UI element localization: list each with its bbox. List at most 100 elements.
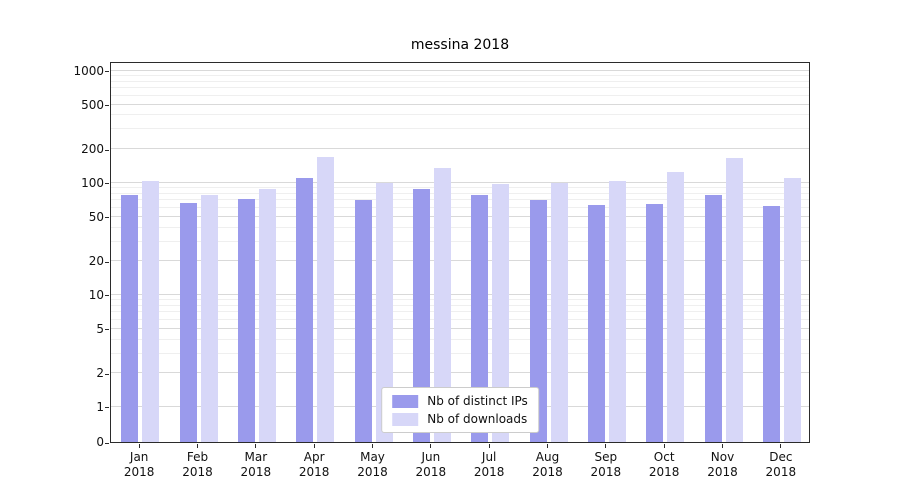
y-tick-mark-1000 bbox=[105, 71, 109, 73]
legend-item-distinct-ips: Nb of distinct IPs bbox=[392, 394, 528, 408]
bar-jun-2018-nb-of-distinct-ips bbox=[412, 189, 430, 442]
y-tick-mark-2 bbox=[105, 373, 109, 375]
x-tick-label-dec-2018: Dec 2018 bbox=[765, 450, 797, 479]
y-tick-label-5: 5 bbox=[96, 321, 104, 336]
bar-dec-2018-nb-of-downloads bbox=[783, 178, 801, 442]
bar-apr-2018-nb-of-downloads bbox=[317, 156, 335, 442]
x-tick-label-may-2018: May 2018 bbox=[357, 450, 388, 479]
x-tick-label-jan-2018: Jan 2018 bbox=[123, 450, 155, 479]
legend-item-downloads: Nb of downloads bbox=[392, 412, 528, 426]
x-tick-mark-may-2018 bbox=[372, 444, 373, 448]
gridline-50 bbox=[111, 215, 809, 217]
y-tick-label-500: 500 bbox=[81, 97, 104, 112]
bar-jun-2018-nb-of-downloads bbox=[433, 168, 451, 442]
bar-sep-2018-nb-of-downloads bbox=[608, 181, 626, 442]
minor-gridline-900 bbox=[111, 75, 809, 77]
y-tick-mark-5 bbox=[105, 329, 109, 331]
minor-gridline-600 bbox=[111, 94, 809, 96]
x-tick-label-apr-2018: Apr 2018 bbox=[298, 450, 330, 479]
bar-jul-2018-nb-of-downloads bbox=[492, 183, 510, 442]
bar-oct-2018-nb-of-distinct-ips bbox=[646, 203, 664, 442]
y-tick-label-2: 2 bbox=[96, 366, 104, 381]
y-tick-label-50: 50 bbox=[88, 209, 104, 224]
y-tick-mark-0 bbox=[105, 442, 109, 444]
y-tick-mark-50 bbox=[105, 217, 109, 219]
minor-gridline-30 bbox=[111, 240, 809, 242]
gridline-5 bbox=[111, 327, 809, 329]
chart-title: messina 2018 bbox=[410, 37, 510, 53]
x-tick-label-oct-2018: Oct 2018 bbox=[648, 450, 680, 479]
bar-dec-2018-nb-of-distinct-ips bbox=[762, 206, 780, 442]
x-tick-mark-jul-2018 bbox=[488, 444, 490, 448]
x-tick-label-nov-2018: Nov 2018 bbox=[707, 450, 738, 479]
bar-feb-2018-nb-of-downloads bbox=[200, 195, 218, 442]
x-tick-label-aug-2018: Aug 2018 bbox=[532, 450, 563, 479]
gridline-10 bbox=[111, 293, 809, 295]
plot-area: Nb of distinct IPs Nb of downloads bbox=[110, 62, 810, 443]
x-tick-mark-apr-2018 bbox=[313, 444, 315, 448]
y-tick-label-10: 10 bbox=[88, 287, 104, 302]
x-tick-label-jun-2018: Jun 2018 bbox=[415, 450, 447, 479]
minor-gridline-60 bbox=[111, 206, 809, 208]
bar-aug-2018-nb-of-downloads bbox=[550, 182, 568, 442]
minor-gridline-90 bbox=[111, 187, 809, 189]
bar-nov-2018-nb-of-downloads bbox=[725, 157, 743, 442]
minor-gridline-40 bbox=[111, 226, 809, 228]
bar-oct-2018-nb-of-downloads bbox=[667, 172, 685, 442]
y-tick-label-200: 200 bbox=[81, 142, 104, 157]
minor-gridline-6 bbox=[111, 318, 809, 320]
y-tick-mark-100 bbox=[105, 183, 109, 185]
bar-sep-2018-nb-of-distinct-ips bbox=[587, 204, 605, 442]
legend: Nb of distinct IPs Nb of downloads bbox=[381, 387, 539, 433]
gridline-2 bbox=[111, 372, 809, 374]
x-tick-mark-feb-2018 bbox=[197, 444, 198, 448]
legend-label-distinct-ips: Nb of distinct IPs bbox=[427, 394, 528, 408]
y-tick-mark-500 bbox=[105, 105, 109, 107]
minor-gridline-3 bbox=[111, 352, 809, 354]
bar-may-2018-nb-of-distinct-ips bbox=[354, 200, 372, 442]
legend-swatch-downloads bbox=[392, 412, 419, 426]
x-tick-mark-aug-2018 bbox=[547, 444, 548, 448]
bar-mar-2018-nb-of-distinct-ips bbox=[237, 198, 255, 442]
minor-gridline-4 bbox=[111, 338, 809, 340]
minor-gridline-8 bbox=[111, 304, 809, 306]
y-tick-label-1: 1 bbox=[96, 399, 104, 414]
minor-gridline-80 bbox=[111, 192, 809, 194]
gridline-20 bbox=[111, 260, 809, 262]
bar-mar-2018-nb-of-downloads bbox=[258, 189, 276, 442]
y-tick-mark-1 bbox=[105, 407, 109, 409]
x-tick-label-sep-2018: Sep 2018 bbox=[590, 450, 622, 479]
minor-gridline-700 bbox=[111, 87, 809, 89]
bar-feb-2018-nb-of-distinct-ips bbox=[179, 203, 197, 442]
x-tick-mark-jun-2018 bbox=[430, 444, 432, 448]
y-tick-label-20: 20 bbox=[88, 254, 104, 269]
minor-gridline-70 bbox=[111, 199, 809, 201]
bar-nov-2018-nb-of-distinct-ips bbox=[704, 195, 722, 442]
x-tick-label-feb-2018: Feb 2018 bbox=[182, 450, 213, 479]
gridline-100 bbox=[111, 181, 809, 183]
x-tick-mark-jan-2018 bbox=[138, 444, 140, 448]
bar-jan-2018-nb-of-distinct-ips bbox=[121, 195, 139, 442]
y-tick-label-0: 0 bbox=[96, 435, 104, 449]
x-tick-mark-sep-2018 bbox=[605, 444, 607, 448]
bar-apr-2018-nb-of-distinct-ips bbox=[296, 178, 314, 442]
y-tick-mark-200 bbox=[105, 149, 109, 151]
y-tick-mark-20 bbox=[105, 261, 109, 263]
x-tick-mark-mar-2018 bbox=[255, 444, 257, 448]
bar-jul-2018-nb-of-distinct-ips bbox=[471, 195, 489, 442]
x-tick-mark-oct-2018 bbox=[663, 444, 665, 448]
y-tick-mark-10 bbox=[105, 295, 109, 297]
bar-aug-2018-nb-of-distinct-ips bbox=[529, 199, 547, 442]
gridline-500 bbox=[111, 103, 809, 105]
x-tick-mark-dec-2018 bbox=[780, 444, 782, 448]
minor-gridline-7 bbox=[111, 311, 809, 313]
minor-gridline-9 bbox=[111, 299, 809, 301]
x-tick-label-jul-2018: Jul 2018 bbox=[473, 450, 505, 479]
bar-jan-2018-nb-of-downloads bbox=[142, 180, 160, 442]
gridline-200 bbox=[111, 148, 809, 150]
legend-swatch-distinct-ips bbox=[392, 394, 419, 408]
x-tick-label-mar-2018: Mar 2018 bbox=[240, 450, 272, 479]
gridline-1000 bbox=[111, 69, 809, 71]
minor-gridline-300 bbox=[111, 128, 809, 130]
